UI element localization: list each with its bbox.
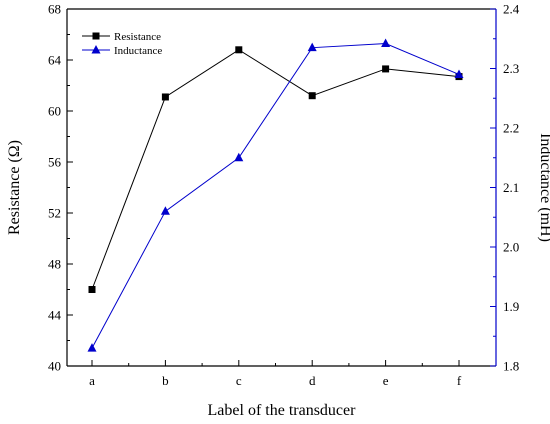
resistance-point (382, 65, 390, 73)
right-y-tick-label: 2.1 (503, 180, 519, 195)
resistance-point (161, 93, 169, 101)
legend-label-inductance: Inductance (114, 45, 162, 57)
right-y-tick-label: 2.2 (503, 121, 519, 136)
resistance-point (308, 92, 316, 100)
x-tick-label: a (89, 373, 95, 388)
inductance-point (381, 38, 391, 48)
right-y-tick-label: 1.8 (503, 359, 519, 374)
left-y-tick-label: 56 (48, 155, 62, 170)
x-tick-label: e (383, 373, 389, 388)
right-y-tick-label: 2.0 (503, 240, 519, 255)
right-y-tick-label: 1.9 (503, 299, 519, 314)
x-tick-label: c (236, 373, 242, 388)
legend-marker-inductance (91, 45, 101, 54)
inductance-point (307, 42, 317, 52)
right-y-tick-label: 2.4 (503, 2, 520, 17)
x-tick-label: b (162, 373, 169, 388)
x-tick-label: d (309, 373, 316, 388)
resistance-point (88, 286, 96, 293)
right-y-axis-title: Inductance (mH) (537, 133, 550, 242)
legend-label-resistance: Resistance (114, 31, 161, 43)
left-y-tick-label: 40 (48, 359, 61, 374)
left-y-tick-label: 68 (48, 2, 61, 17)
left-y-tick-label: 44 (48, 308, 62, 323)
left-y-tick-label: 64 (48, 53, 62, 68)
left-y-tick-label: 60 (48, 104, 61, 119)
x-axis-title: Label of the transducer (208, 402, 357, 419)
resistance-series-line (91, 49, 460, 290)
left-y-tick-label: 48 (48, 257, 61, 272)
right-y-tick-label: 2.3 (503, 61, 519, 76)
inductance-point (87, 343, 97, 352)
legend-marker-resistance (92, 32, 100, 40)
inductance-series-line (91, 43, 460, 349)
inductance-point (454, 69, 464, 78)
x-tick-label: f (457, 373, 462, 388)
left-y-axis-title: Resistance (Ω) (6, 140, 23, 235)
inductance-point (234, 152, 244, 162)
resistance-point (235, 46, 243, 54)
inductance-point (160, 206, 170, 215)
left-y-tick-label: 52 (48, 206, 61, 221)
